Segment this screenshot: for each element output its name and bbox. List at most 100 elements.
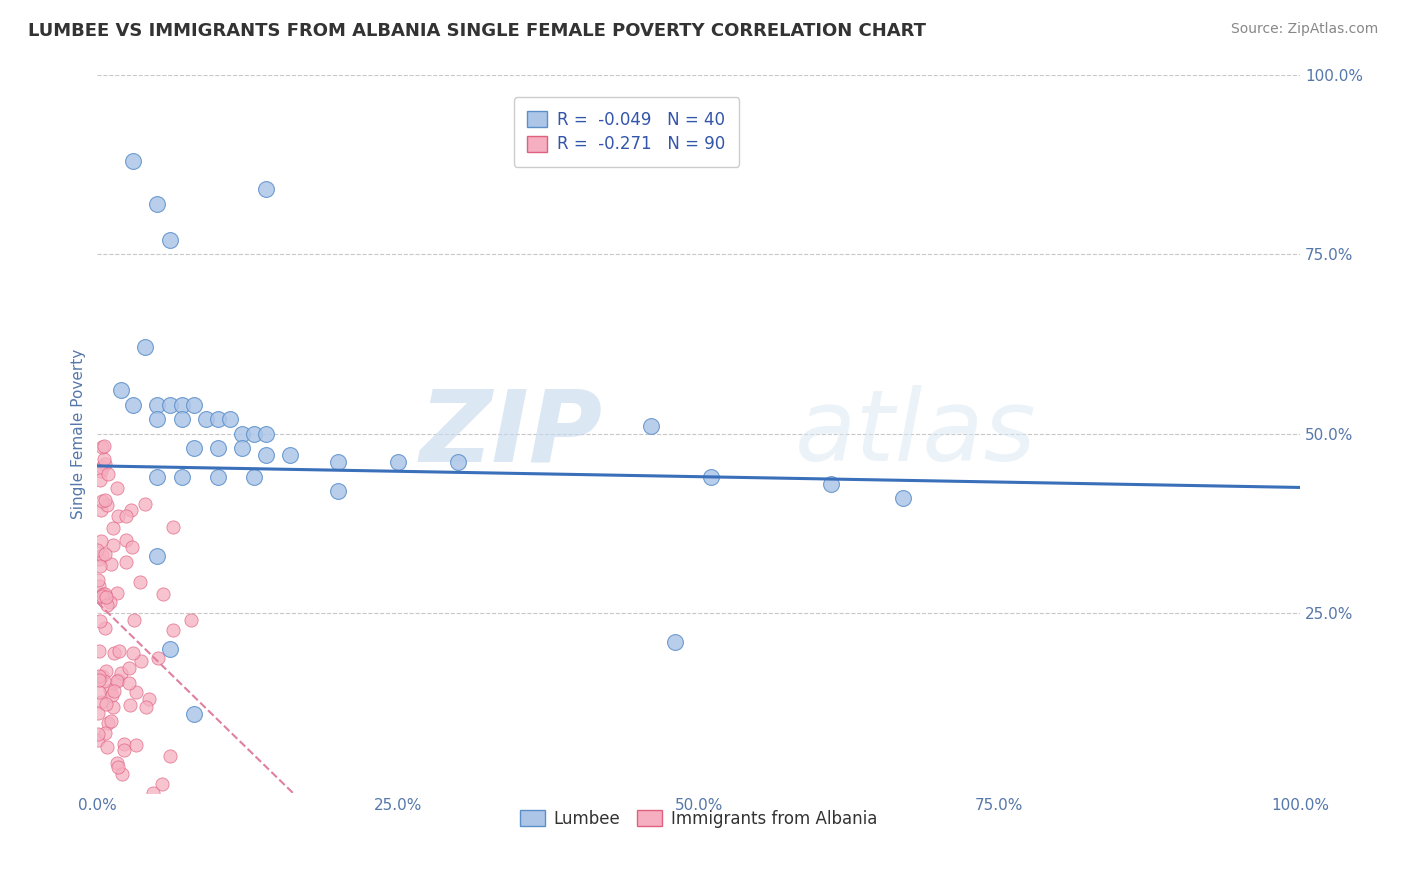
Point (146, 196, 169, 211)
Point (91, 548, 114, 562)
Point (87, 673, 110, 687)
Point (112, 737, 135, 751)
Point (129, 654, 152, 668)
Point (387, 455, 409, 469)
Point (159, 749, 181, 764)
Point (170, 398, 193, 412)
Point (115, 533, 138, 547)
Point (89, 558, 111, 573)
Point (107, 673, 129, 687)
Point (122, 613, 145, 627)
Point (159, 233, 181, 247)
Point (90, 591, 112, 605)
Text: Source: ZipAtlas.com: Source: ZipAtlas.com (1230, 22, 1378, 37)
Point (112, 742, 135, 756)
Point (107, 760, 129, 774)
Point (93, 674, 115, 689)
Point (138, 691, 160, 706)
Text: atlas: atlas (794, 385, 1036, 482)
Point (100, 557, 122, 571)
Point (94, 587, 117, 601)
Point (87, 669, 110, 683)
Point (231, 441, 253, 455)
Point (90, 695, 112, 709)
Point (103, 537, 125, 551)
Point (183, 706, 205, 721)
Point (254, 426, 277, 441)
Point (103, 521, 125, 535)
Point (326, 483, 349, 498)
Point (162, 623, 184, 637)
Point (105, 673, 128, 688)
Point (114, 508, 136, 523)
Point (90, 668, 112, 682)
Point (218, 412, 240, 426)
Point (89, 473, 111, 487)
Point (91, 587, 114, 601)
Point (122, 398, 145, 412)
Point (146, 398, 169, 412)
Point (107, 509, 129, 524)
Point (90, 440, 112, 454)
Point (89, 552, 111, 566)
Point (207, 441, 229, 455)
Point (118, 675, 141, 690)
Point (91, 589, 114, 603)
Point (93, 439, 115, 453)
Point (146, 549, 169, 563)
Point (94, 621, 117, 635)
Point (134, 340, 156, 354)
Point (254, 448, 277, 462)
Point (94, 726, 117, 740)
Point (152, 587, 174, 601)
Point (90, 464, 112, 478)
Point (91, 493, 114, 508)
Point (146, 650, 169, 665)
Point (640, 419, 662, 434)
Point (121, 540, 143, 554)
Point (96, 598, 118, 612)
Point (100, 714, 122, 728)
Point (278, 448, 301, 462)
Point (103, 646, 125, 660)
Text: LUMBEE VS IMMIGRANTS FROM ALBANIA SINGLE FEMALE POVERTY CORRELATION CHART: LUMBEE VS IMMIGRANTS FROM ALBANIA SINGLE… (28, 22, 927, 40)
Point (134, 497, 156, 511)
Point (891, 491, 914, 506)
Point (96, 715, 118, 730)
Point (207, 412, 229, 426)
Point (105, 482, 128, 496)
Point (183, 398, 205, 412)
Point (94, 664, 117, 678)
Point (820, 476, 842, 491)
Point (90, 460, 112, 475)
Point (194, 412, 217, 426)
Point (135, 699, 157, 714)
Point (96, 739, 118, 754)
Point (159, 642, 181, 657)
Point (141, 786, 163, 800)
Point (170, 412, 193, 426)
Point (87, 574, 110, 588)
Point (103, 684, 125, 698)
Point (94, 547, 117, 561)
Point (90, 503, 112, 517)
Point (87, 579, 110, 593)
Point (114, 555, 136, 569)
Point (86, 542, 108, 557)
Point (111, 767, 134, 781)
Point (105, 586, 128, 600)
Point (159, 398, 181, 412)
Point (170, 469, 193, 483)
Point (90, 533, 112, 548)
Point (110, 384, 132, 398)
Point (94, 492, 117, 507)
Point (118, 698, 141, 712)
Point (326, 455, 349, 469)
Point (146, 469, 169, 483)
Point (96, 498, 118, 512)
Point (87, 727, 110, 741)
Point (183, 441, 205, 455)
Point (87, 685, 110, 699)
Point (108, 644, 131, 658)
Point (122, 153, 145, 168)
